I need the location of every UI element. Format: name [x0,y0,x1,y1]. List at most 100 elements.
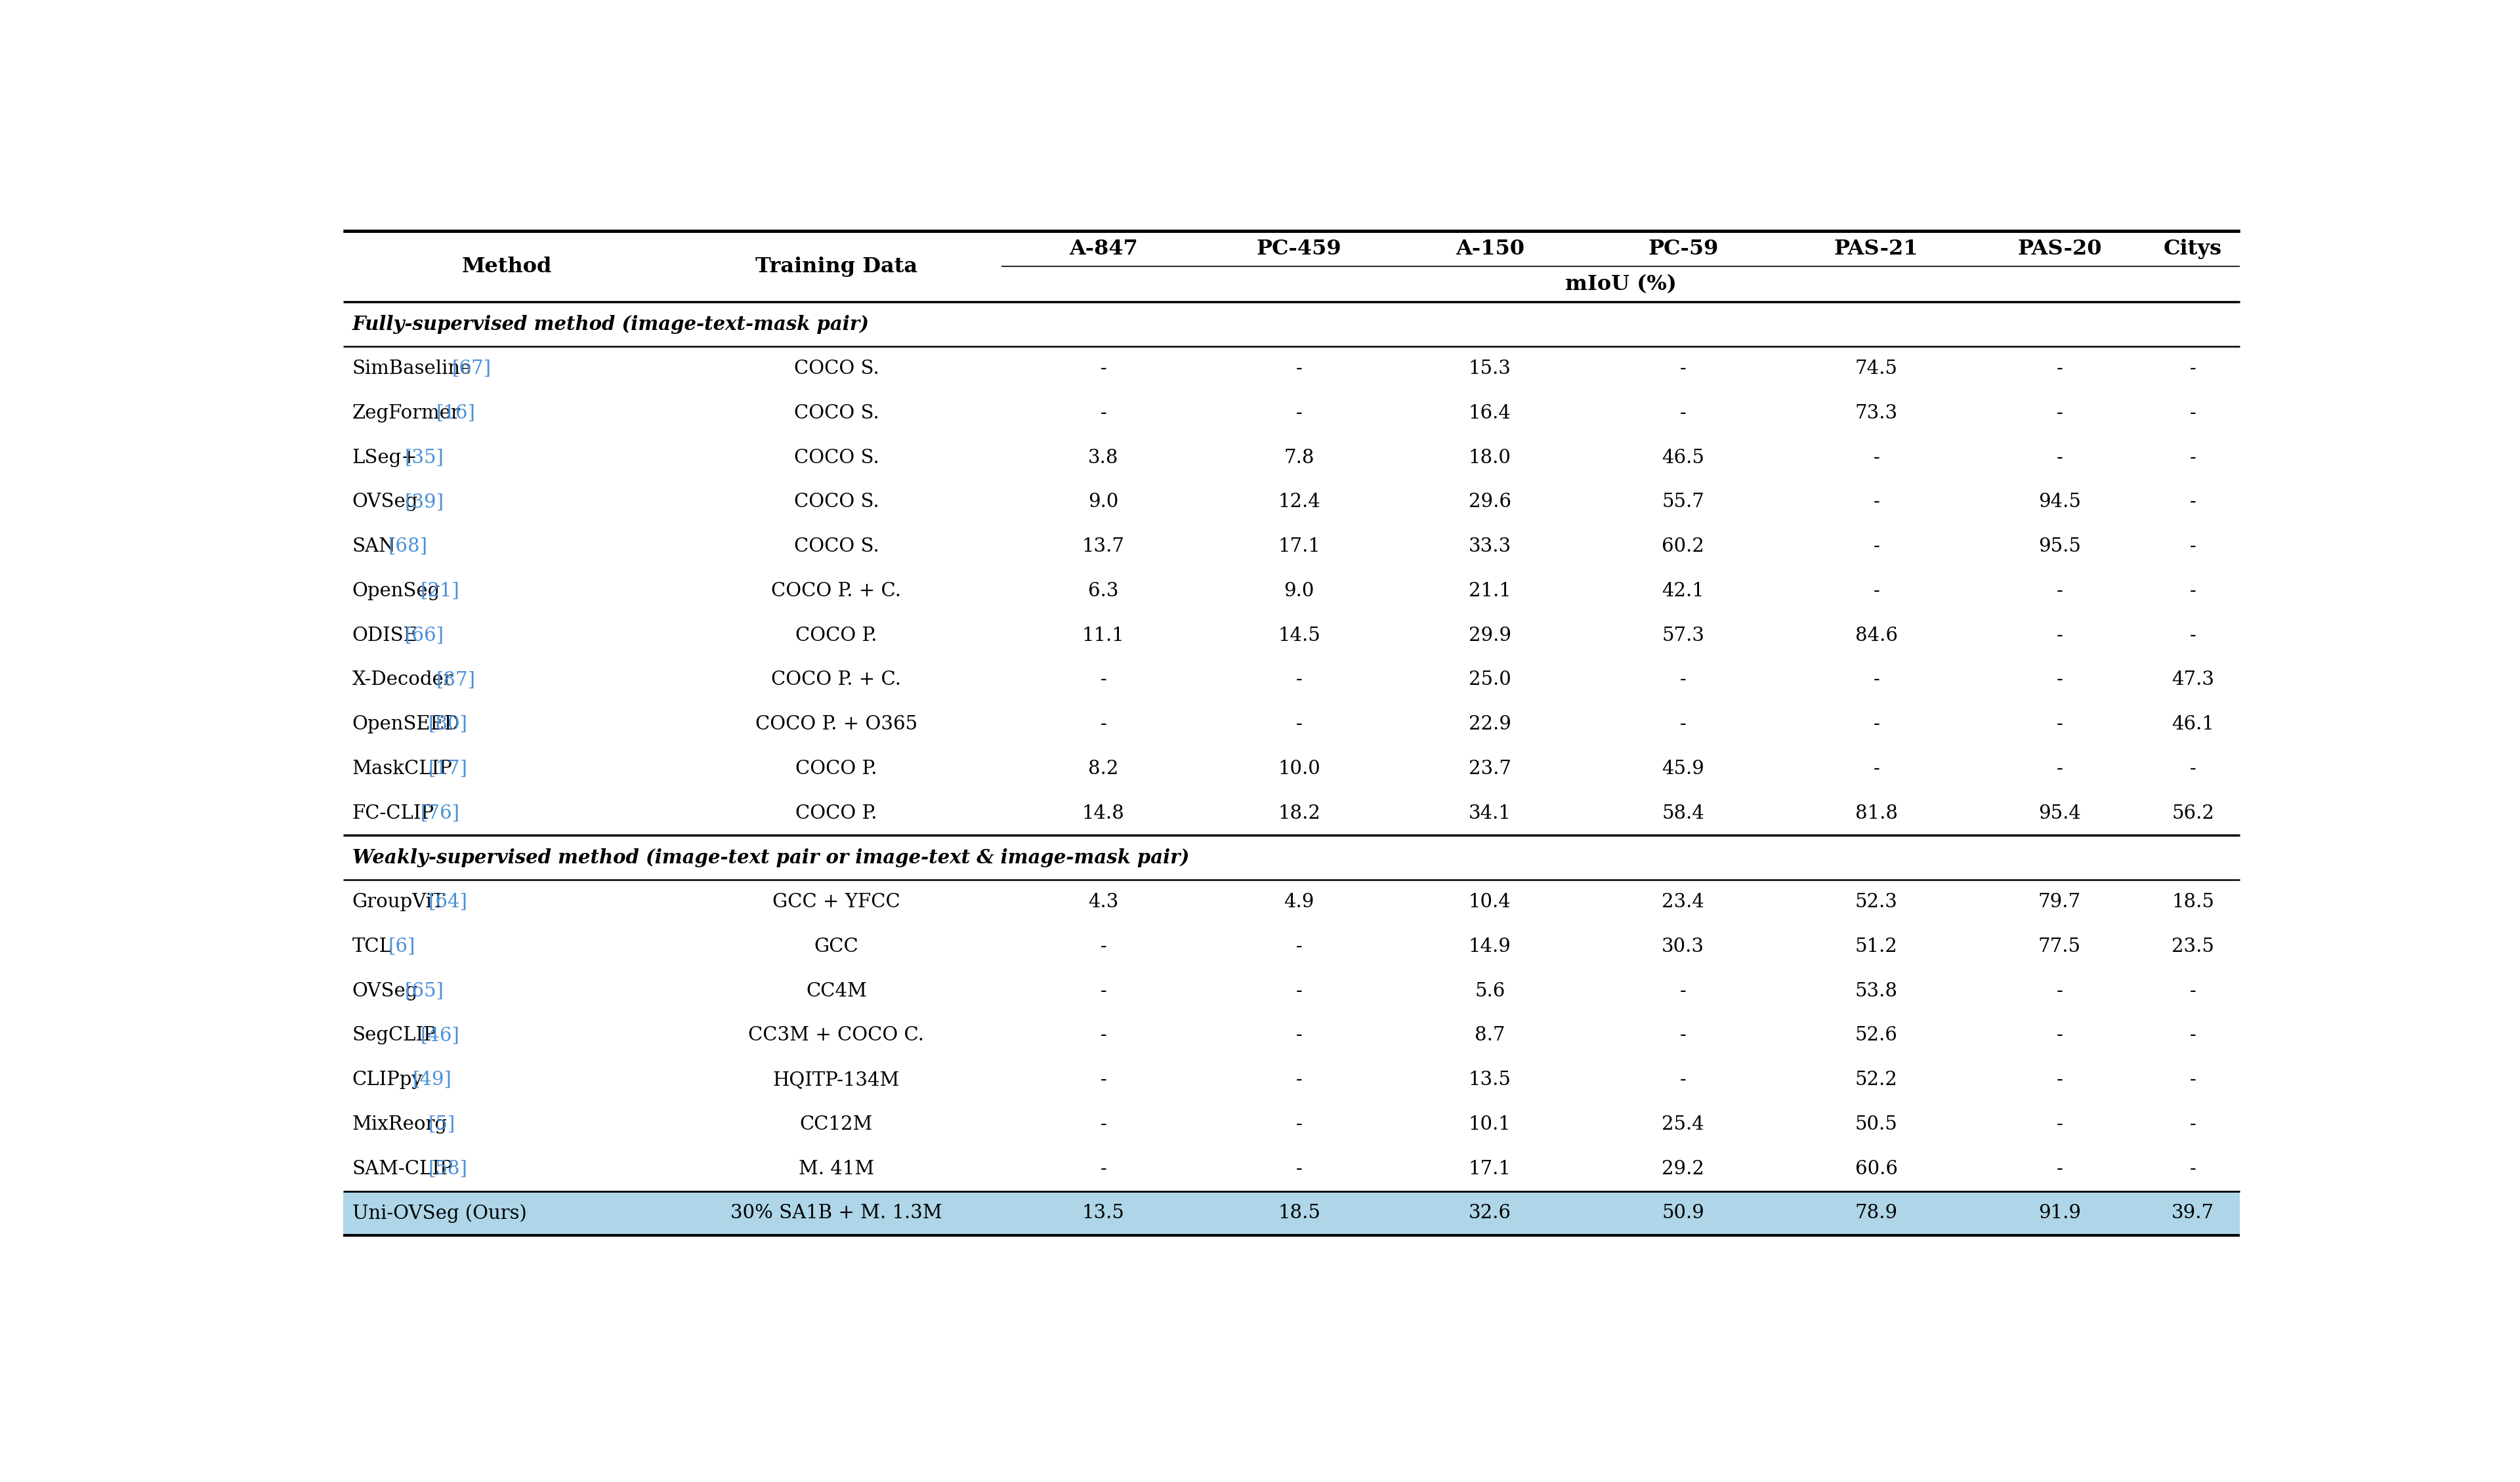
Text: -: - [1101,360,1106,378]
Text: -: - [1295,1071,1303,1089]
Text: [76]: [76] [421,805,459,823]
Text: Weakly-supervised method (image-text pair or image-text & image-mask pair): Weakly-supervised method (image-text pai… [353,848,1189,867]
Text: -: - [2056,582,2064,600]
Text: PAS-21: PAS-21 [1835,239,1918,259]
Text: OVSeg: OVSeg [353,983,418,1000]
Text: GCC: GCC [814,938,859,956]
Text: GroupViT: GroupViT [353,894,446,911]
Text: -: - [2056,405,2064,422]
Text: 30.3: 30.3 [1661,938,1704,956]
Text: [35]: [35] [403,449,444,467]
Text: SAM-CLIP: SAM-CLIP [353,1159,454,1178]
Text: [68]: [68] [388,538,428,556]
Text: PAS-20: PAS-20 [2019,239,2102,259]
Text: -: - [2190,494,2197,511]
Text: mIoU (%): mIoU (%) [1565,274,1676,295]
Text: [87]: [87] [436,671,476,689]
Text: [58]: [58] [428,1159,466,1178]
Text: 9.0: 9.0 [1089,494,1119,511]
Text: 7.8: 7.8 [1283,449,1315,467]
Text: -: - [2056,449,2064,467]
Text: [5]: [5] [428,1116,456,1134]
Text: -: - [2190,983,2197,1000]
Text: LSeg+: LSeg+ [353,449,418,467]
Text: -: - [1295,671,1303,689]
Text: 18.2: 18.2 [1278,805,1320,823]
Text: SimBaseline: SimBaseline [353,360,471,378]
Text: 3.8: 3.8 [1089,449,1119,467]
Text: -: - [2190,1116,2197,1134]
Text: 22.9: 22.9 [1469,716,1512,734]
Text: PC-459: PC-459 [1257,239,1341,259]
Text: 73.3: 73.3 [1855,405,1898,422]
Text: -: - [1872,449,1880,467]
Text: -: - [2056,983,2064,1000]
Text: 95.5: 95.5 [2039,538,2082,556]
Text: 29.6: 29.6 [1469,494,1512,511]
Text: 17.1: 17.1 [1278,538,1320,556]
Text: 55.7: 55.7 [1661,494,1704,511]
Text: 42.1: 42.1 [1661,582,1704,600]
Text: 8.7: 8.7 [1474,1027,1504,1045]
Text: ODISE: ODISE [353,627,418,645]
Text: COCO P. + O365: COCO P. + O365 [756,716,917,734]
Text: X-Decoder: X-Decoder [353,671,454,689]
Text: -: - [1295,983,1303,1000]
Text: 15.3: 15.3 [1469,360,1512,378]
Text: -: - [2190,1027,2197,1045]
Text: -: - [2190,1159,2197,1178]
Text: 91.9: 91.9 [2039,1203,2082,1223]
Text: 81.8: 81.8 [1855,805,1898,823]
Text: COCO S.: COCO S. [794,538,879,556]
Text: 74.5: 74.5 [1855,360,1898,378]
Text: FC-CLIP: FC-CLIP [353,805,433,823]
Text: 23.4: 23.4 [1661,894,1704,911]
Text: 52.3: 52.3 [1855,894,1898,911]
Text: -: - [1101,983,1106,1000]
Text: -: - [1681,983,1686,1000]
Text: -: - [1295,1027,1303,1045]
Text: -: - [2056,1116,2064,1134]
Text: COCO P.: COCO P. [796,627,877,645]
Text: 50.9: 50.9 [1661,1203,1704,1223]
Text: [67]: [67] [451,360,491,378]
Text: -: - [2056,627,2064,645]
Text: GCC + YFCC: GCC + YFCC [774,894,900,911]
Text: Training Data: Training Data [756,256,917,277]
Text: 4.9: 4.9 [1283,894,1315,911]
Text: 60.2: 60.2 [1661,538,1704,556]
Text: 6.3: 6.3 [1089,582,1119,600]
Text: 14.5: 14.5 [1278,627,1320,645]
Text: Citys: Citys [2165,239,2223,259]
Text: 21.1: 21.1 [1469,582,1512,600]
Bar [343,1192,2240,1236]
Text: Fully-supervised method (image-text-mask pair): Fully-supervised method (image-text-mask… [353,314,869,333]
Text: -: - [2190,1071,2197,1089]
Text: 17.1: 17.1 [1469,1159,1512,1178]
Text: -: - [2056,760,2064,778]
Text: 9.0: 9.0 [1283,582,1315,600]
Text: 52.2: 52.2 [1855,1071,1898,1089]
Text: 34.1: 34.1 [1469,805,1512,823]
Text: 45.9: 45.9 [1661,760,1704,778]
Text: MixReorg: MixReorg [353,1116,446,1134]
Text: 25.4: 25.4 [1661,1116,1704,1134]
Text: [65]: [65] [403,983,444,1000]
Text: 58.4: 58.4 [1661,805,1704,823]
Text: 57.3: 57.3 [1661,627,1704,645]
Text: -: - [1295,1159,1303,1178]
Text: [49]: [49] [413,1071,451,1089]
Text: -: - [1681,360,1686,378]
Text: -: - [1295,938,1303,956]
Text: -: - [2056,671,2064,689]
Text: 53.8: 53.8 [1855,983,1898,1000]
Text: [66]: [66] [403,627,444,645]
Text: 13.5: 13.5 [1469,1071,1512,1089]
Text: 8.2: 8.2 [1089,760,1119,778]
Text: -: - [2190,538,2197,556]
Text: M. 41M: M. 41M [799,1159,874,1178]
Text: 18.0: 18.0 [1469,449,1512,467]
Text: [39]: [39] [403,494,444,511]
Text: [21]: [21] [421,582,459,600]
Text: -: - [1101,1159,1106,1178]
